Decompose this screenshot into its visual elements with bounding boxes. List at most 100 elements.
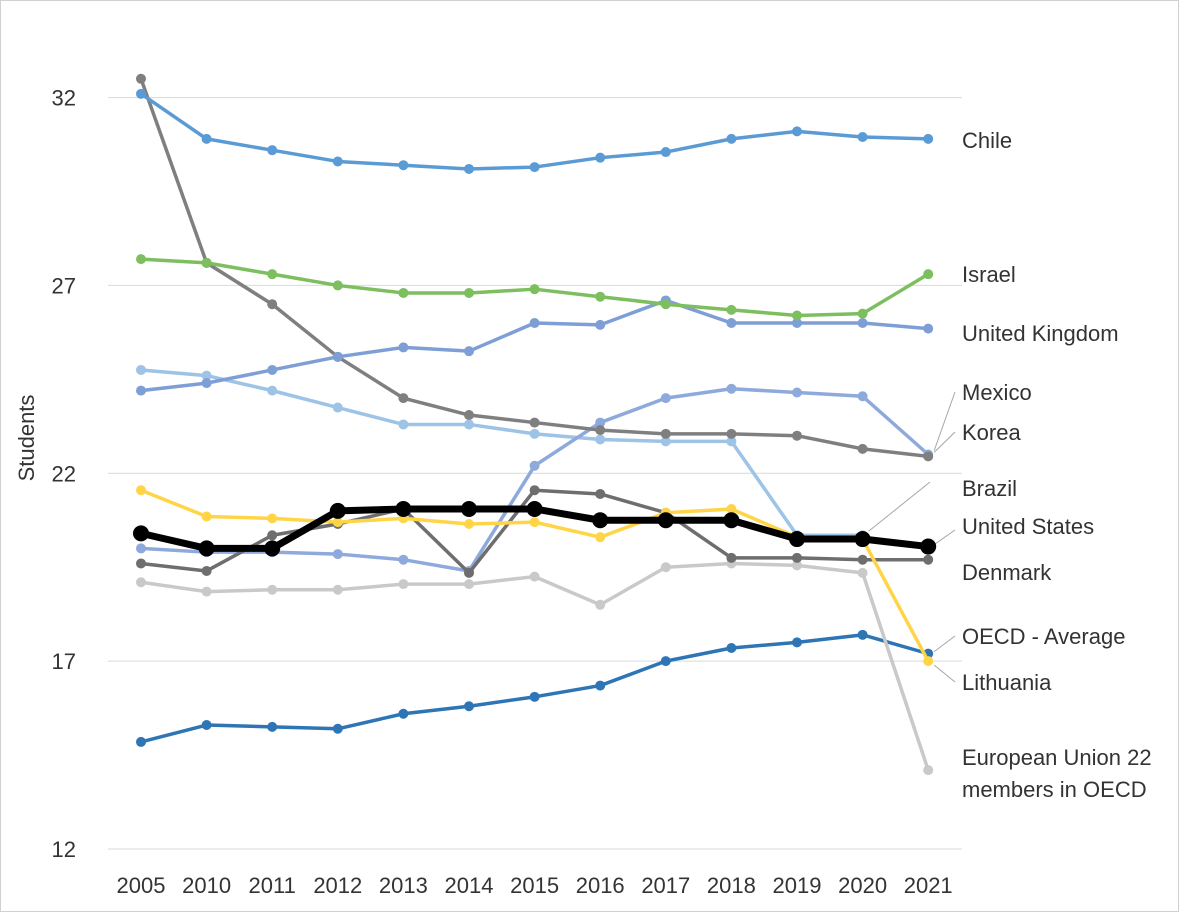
- data-point-korea-2005: [136, 73, 146, 84]
- data-point-lithuania-2010: [201, 511, 212, 522]
- data-point-series-11-2014: [464, 701, 474, 712]
- data-point-european-union-22-members-in-oecd-2019: [792, 560, 802, 571]
- data-point-oecd-average-2005: [133, 525, 149, 542]
- data-point-united-states-2011: [267, 530, 278, 541]
- series-united-kingdom: [136, 295, 934, 396]
- series-european-union-22-members-in-oecd: [136, 558, 934, 776]
- data-point-brazil-2010: [201, 370, 212, 381]
- data-point-oecd-average-2012: [329, 502, 346, 519]
- y-axis-title: Students: [14, 395, 39, 482]
- data-point-mexico-2019: [792, 387, 802, 398]
- data-point-european-union-22-members-in-oecd-2017: [660, 562, 671, 573]
- series-label-denmark: Denmark: [962, 560, 1052, 585]
- x-tick-label-2010: 2010: [182, 873, 231, 898]
- data-point-chile-2013: [398, 160, 409, 171]
- data-point-european-union-22-members-in-oecd-2012: [332, 584, 343, 595]
- data-point-israel-2021: [923, 269, 934, 280]
- series-line-chile: [139, 92, 930, 171]
- data-point-series-11-2012: [332, 723, 343, 734]
- series-label-united-states: United States: [962, 514, 1094, 539]
- series-line-series-11: [139, 633, 930, 744]
- data-point-series-11-2019: [792, 637, 802, 648]
- data-point-united-kingdom-2019: [792, 318, 802, 328]
- data-point-israel-2020: [857, 308, 868, 319]
- x-tick-label-2011: 2011: [249, 873, 296, 898]
- leader-mexico: [933, 391, 956, 451]
- data-point-series-11-2011: [267, 721, 278, 732]
- data-point-israel-2012: [332, 280, 343, 291]
- data-point-european-union-22-members-in-oecd-2015: [529, 571, 540, 582]
- data-point-united-kingdom-2014: [464, 346, 474, 357]
- data-point-united-states-2016: [595, 488, 606, 499]
- data-point-oecd-average-2020: [854, 531, 871, 548]
- data-point-brazil-2005: [136, 364, 146, 375]
- series-label-european-union-22: European Union 22: [962, 745, 1152, 770]
- data-point-lithuania-2016: [595, 532, 606, 543]
- leader-brazil: [868, 481, 931, 532]
- data-point-brazil-2018: [726, 436, 737, 447]
- data-point-oecd-average-2013: [395, 500, 412, 517]
- data-point-united-states-2021: [923, 554, 934, 565]
- data-point-european-union-22-members-in-oecd-2020: [857, 567, 868, 578]
- data-point-brazil-2013: [398, 419, 409, 430]
- data-point-united-kingdom-2011: [267, 364, 278, 375]
- data-point-united-kingdom-2013: [398, 342, 409, 353]
- data-point-oecd-average-2010: [198, 540, 215, 557]
- series-line-korea: [139, 77, 930, 459]
- data-point-israel-2011: [267, 269, 278, 280]
- data-point-israel-2014: [464, 287, 474, 298]
- data-point-european-union-22-members-in-oecd-2021: [923, 765, 934, 776]
- data-point-oecd-average-2018: [723, 512, 740, 529]
- y-tick-label-12: 12: [52, 837, 76, 862]
- y-tick-label-27: 27: [52, 273, 76, 298]
- data-point-series-11-2015: [529, 691, 540, 702]
- data-point-united-states-2019: [792, 552, 802, 563]
- data-point-oecd-average-2014: [461, 500, 477, 517]
- data-point-united-kingdom-2010: [201, 378, 212, 389]
- data-point-israel-2015: [529, 284, 540, 295]
- data-point-lithuania-2021: [923, 656, 934, 667]
- data-point-israel-2005: [136, 254, 146, 265]
- leader-united-states: [933, 529, 956, 545]
- y-tick-label-22: 22: [52, 461, 76, 486]
- data-point-lithuania-2015: [529, 517, 540, 528]
- series-label-members-in-oecd: members in OECD: [962, 777, 1147, 802]
- x-tick-label-2013: 2013: [379, 873, 428, 898]
- data-point-lithuania-2011: [267, 513, 278, 524]
- data-point-european-union-22-members-in-oecd-2016: [595, 599, 606, 610]
- data-point-israel-2010: [201, 257, 212, 268]
- x-tick-label-2021: 2021: [904, 873, 953, 898]
- data-point-series-11-2016: [595, 680, 606, 691]
- data-point-mexico-2013: [398, 554, 409, 565]
- data-point-israel-2016: [595, 291, 606, 302]
- data-point-united-kingdom-2005: [136, 385, 146, 396]
- data-point-lithuania-2014: [464, 519, 474, 530]
- data-point-chile-2021: [923, 133, 934, 144]
- x-tick-label-2016: 2016: [576, 873, 625, 898]
- series-label-israel: Israel: [962, 262, 1016, 287]
- data-point-korea-2019: [792, 430, 802, 441]
- x-tick-label-2018: 2018: [707, 873, 756, 898]
- data-point-korea-2021: [923, 451, 934, 462]
- series-label-lithuania: Lithuania: [962, 670, 1052, 695]
- data-point-chile-2015: [529, 162, 540, 173]
- data-point-mexico-2017: [660, 393, 671, 404]
- data-point-korea-2011: [267, 299, 278, 310]
- data-point-chile-2018: [726, 133, 737, 144]
- data-point-oecd-average-2011: [264, 540, 281, 557]
- series-israel: [136, 254, 934, 321]
- y-tick-label-17: 17: [52, 649, 76, 674]
- series-label-brazil: Brazil: [962, 476, 1017, 501]
- x-tick-label-2014: 2014: [445, 873, 494, 898]
- data-point-united-kingdom-2018: [726, 318, 737, 328]
- data-point-korea-2020: [857, 443, 868, 454]
- data-point-european-union-22-members-in-oecd-2005: [136, 577, 146, 588]
- data-point-oecd-average-2015: [526, 500, 543, 517]
- data-point-chile-2019: [792, 126, 802, 137]
- data-point-european-union-22-members-in-oecd-2011: [267, 584, 278, 595]
- data-point-israel-2018: [726, 304, 737, 315]
- gridlines: [108, 97, 962, 850]
- data-point-mexico-2012: [332, 549, 343, 560]
- x-tick-label-2017: 2017: [641, 873, 690, 898]
